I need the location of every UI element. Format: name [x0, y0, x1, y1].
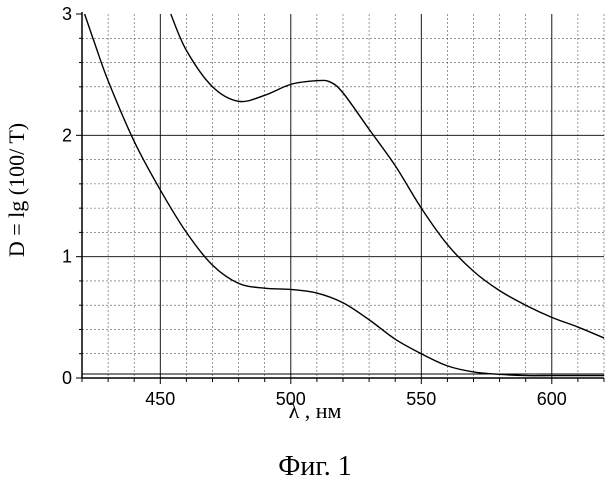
grid: [82, 14, 604, 378]
y-tick-label: 1: [62, 247, 72, 267]
y-ticks: 0 1 2 3: [62, 4, 72, 388]
y-tick-label: 2: [62, 125, 72, 145]
x-tick-label: 450: [145, 389, 175, 409]
x-tick-label: 600: [537, 389, 567, 409]
x-axis-label: λ , нм: [289, 398, 342, 423]
y-tick-label: 3: [62, 4, 72, 24]
y-axis-label: D = lg (100/ T): [4, 123, 29, 257]
curves: [85, 14, 604, 376]
x-tick-label: 550: [406, 389, 436, 409]
x-ticks: 450500550600: [145, 389, 567, 409]
figure-caption: Фиг. 1: [278, 451, 351, 482]
y-tick-label: 0: [62, 368, 72, 388]
axes: [76, 12, 604, 384]
series-line-2: [85, 14, 604, 376]
